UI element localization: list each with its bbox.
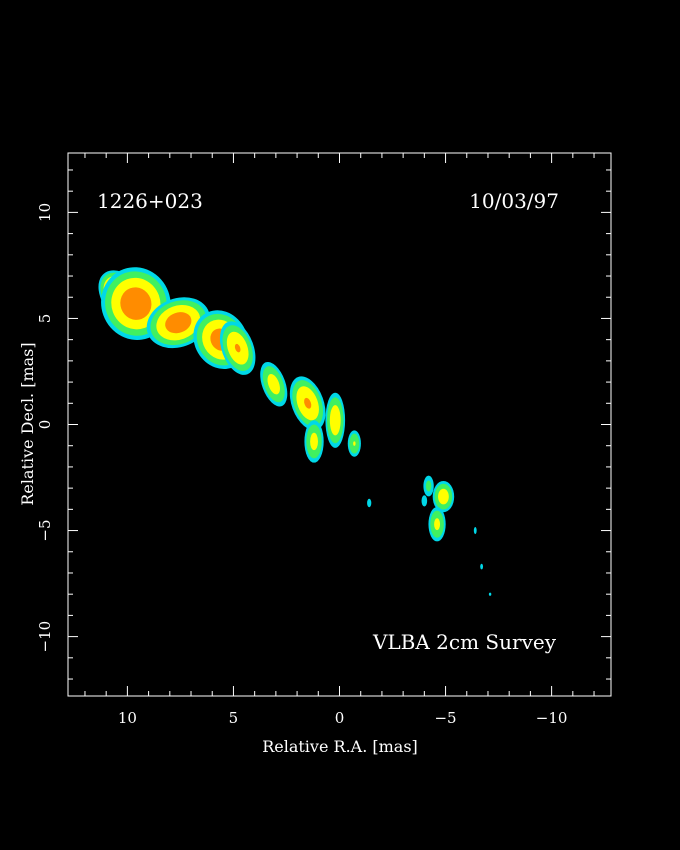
component-knot-m	[421, 495, 428, 507]
contour-level-1	[480, 563, 484, 570]
contour-level-4	[234, 343, 241, 353]
contour-level-1	[367, 498, 372, 508]
tick-labels: 10 5 0 −5 −10 10 5 0 −5 −10	[36, 203, 567, 727]
emission-components	[98, 267, 492, 596]
source-name: 1226+023	[97, 189, 203, 213]
contour-level-4	[304, 397, 312, 409]
x-tick-label: −5	[434, 709, 456, 727]
component-knot-l	[423, 475, 434, 497]
y-tick-label: 0	[36, 420, 54, 430]
component-knot-c	[219, 321, 256, 375]
contour-level-2	[425, 480, 432, 492]
component-knot-p	[488, 592, 492, 596]
component-knot-j	[432, 480, 455, 513]
component-knot-g	[325, 392, 346, 448]
contour-level-3	[329, 405, 341, 436]
contour-level-4	[165, 312, 192, 334]
x-tick-label: 10	[118, 709, 137, 727]
component-knot-h	[347, 430, 361, 457]
x-tick-label: −10	[536, 709, 568, 727]
component-knot-o	[480, 563, 484, 570]
x-axis-label: Relative R.A. [mas]	[262, 737, 418, 756]
y-tick-label: 10	[36, 203, 54, 222]
component-knot-e	[289, 376, 326, 431]
y-tick-label: 5	[36, 314, 54, 324]
contour-level-3	[267, 373, 280, 395]
y-axis-label: Relative Decl. [mas]	[18, 342, 37, 505]
contour-level-3	[310, 432, 318, 451]
contour-level-4	[120, 287, 152, 320]
contour-level-3	[434, 518, 441, 531]
x-tick-label: 0	[335, 709, 345, 727]
component-knot-d	[260, 361, 288, 407]
axis-ticks	[68, 153, 611, 696]
y-tick-label: −5	[36, 519, 54, 541]
component-knot-f	[304, 420, 324, 463]
component-knot-n	[473, 527, 477, 535]
observation-date: 10/03/97	[469, 189, 559, 213]
component-knot-i	[367, 498, 372, 508]
x-tick-label: 5	[229, 709, 239, 727]
contour-level-3	[438, 488, 449, 505]
component-knot-k	[428, 506, 446, 542]
contour-level-3	[353, 441, 356, 446]
contour-level-1	[473, 527, 477, 535]
contour-level-1	[421, 495, 428, 507]
survey-annotation: VLBA 2cm Survey	[372, 630, 557, 654]
y-tick-label: −10	[36, 621, 54, 653]
contour-level-1	[488, 592, 492, 596]
